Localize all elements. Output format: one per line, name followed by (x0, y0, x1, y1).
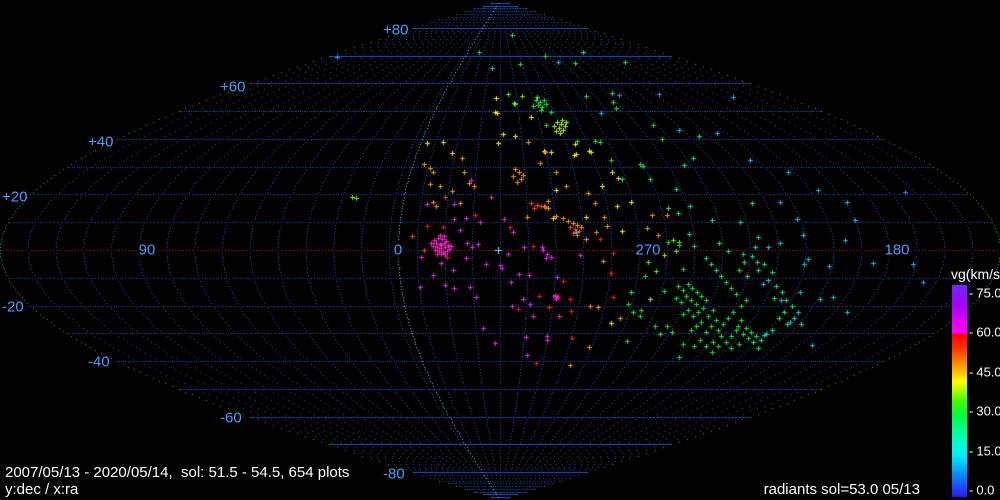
ra-label-90: 90 (136, 241, 158, 259)
footer-date-range: 2007/05/13 - 2020/05/14, sol: 51.5 - 54.… (5, 464, 350, 481)
colorbar-tick-value: 75.0 (976, 285, 1000, 301)
colorbar-tick-mark: - (969, 285, 974, 301)
dec-label-+80: +80 (383, 21, 409, 39)
colorbar-tick-value: 15.0 (976, 443, 1000, 459)
colorbar-tick-value: 30.0 (976, 403, 1000, 419)
dec-label-+40: +40 (88, 133, 114, 151)
dec-label--20: -20 (2, 298, 24, 316)
ra-label-180: 180 (882, 241, 912, 259)
dec-label-+20: +20 (2, 188, 28, 206)
colorbar-tick-45.0: -45.0 (969, 364, 1000, 379)
dec-label--80: -80 (383, 465, 405, 483)
footer-radiants-sol: radiants sol=53.0 05/13 (763, 481, 920, 498)
colorbar-tick-mark: - (969, 403, 974, 419)
footer-axes-legend: y:dec / x:ra (5, 481, 79, 498)
colorbar-tick-75.0: -75.0 (969, 285, 1000, 300)
colorbar-tick-value: 60.0 (976, 324, 1000, 340)
colorbar-title: vg(km/s) (951, 266, 1000, 282)
dec-label--60: -60 (220, 409, 242, 427)
colorbar-tick-value: 45.0 (976, 364, 1000, 380)
colorbar-tick-mark: - (969, 324, 974, 340)
colorbar-tick-mark: - (969, 364, 974, 380)
dec-label-+60: +60 (220, 78, 246, 96)
colorbar-tick-60.0: -60.0 (969, 325, 1000, 340)
colorbar-tick-15.0: -15.0 (969, 443, 1000, 458)
dec-label--40: -40 (88, 353, 110, 371)
colorbar-tick-value: 0.0 (976, 482, 995, 498)
colorbar-tick-30.0: -30.0 (969, 404, 1000, 419)
colorbar-gradient (952, 285, 967, 497)
ra-label-0: 0 (391, 241, 405, 259)
colorbar-tick-mark: - (969, 443, 974, 459)
colorbar-tick-mark: - (969, 482, 974, 498)
ra-label-270: 270 (633, 241, 663, 259)
colorbar-tick-0.0: -0.0 (969, 483, 994, 498)
